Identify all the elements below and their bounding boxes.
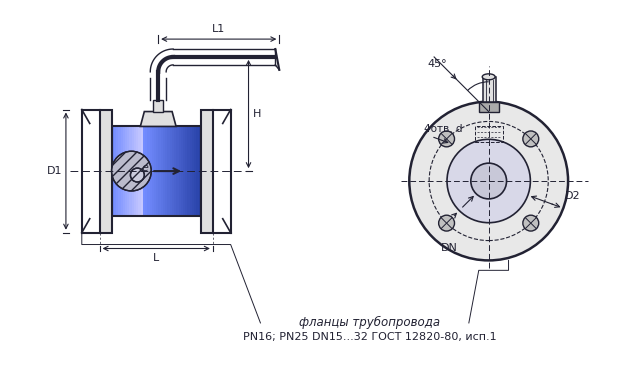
Bar: [112, 126, 114, 216]
Bar: [197, 126, 198, 216]
Ellipse shape: [482, 74, 495, 80]
Bar: [145, 126, 147, 216]
Polygon shape: [140, 112, 176, 126]
Text: 4отв. d: 4отв. d: [424, 124, 463, 134]
Bar: [181, 126, 183, 216]
Circle shape: [112, 151, 152, 191]
Text: e: e: [141, 163, 148, 173]
Circle shape: [471, 163, 507, 199]
Bar: [172, 126, 174, 216]
Bar: [479, 102, 498, 112]
Bar: [116, 126, 119, 216]
Text: DN: DN: [441, 243, 457, 253]
Bar: [179, 126, 181, 216]
Bar: [112, 126, 201, 216]
Circle shape: [439, 131, 455, 147]
Circle shape: [523, 215, 539, 231]
Text: H: H: [252, 109, 261, 119]
Text: L: L: [153, 254, 159, 264]
Text: D1: D1: [46, 166, 62, 176]
Bar: [167, 126, 170, 216]
Bar: [127, 126, 129, 216]
Circle shape: [410, 102, 568, 260]
Text: фланцы трубопровода: фланцы трубопровода: [299, 316, 440, 329]
Bar: [160, 126, 163, 216]
Bar: [143, 126, 145, 216]
Bar: [138, 126, 141, 216]
Bar: [475, 126, 503, 142]
Text: D2: D2: [565, 191, 581, 201]
Bar: [201, 109, 213, 233]
Text: 45°: 45°: [427, 59, 447, 69]
Bar: [163, 126, 165, 216]
Text: PN16; PN25 DN15...32 ГОСТ 12820-80, исп.1: PN16; PN25 DN15...32 ГОСТ 12820-80, исп.…: [243, 332, 496, 342]
Bar: [153, 100, 163, 112]
Bar: [152, 126, 154, 216]
Bar: [125, 126, 127, 216]
Bar: [100, 109, 112, 233]
Bar: [192, 126, 194, 216]
Bar: [154, 126, 156, 216]
Bar: [136, 126, 138, 216]
Circle shape: [131, 168, 145, 182]
Bar: [129, 126, 132, 216]
Bar: [141, 126, 143, 216]
Bar: [156, 126, 158, 216]
Bar: [150, 126, 152, 216]
Bar: [158, 126, 160, 216]
Bar: [120, 126, 123, 216]
Bar: [198, 126, 201, 216]
Bar: [147, 126, 150, 216]
Bar: [176, 126, 179, 216]
Bar: [194, 126, 197, 216]
Bar: [190, 126, 192, 216]
Bar: [174, 126, 176, 216]
Bar: [119, 126, 120, 216]
Bar: [132, 126, 134, 216]
Bar: [185, 126, 188, 216]
Bar: [183, 126, 185, 216]
Bar: [123, 126, 125, 216]
Circle shape: [447, 139, 531, 223]
Bar: [188, 126, 190, 216]
Text: L1: L1: [212, 24, 225, 34]
Bar: [134, 126, 136, 216]
Circle shape: [523, 131, 539, 147]
Circle shape: [439, 215, 455, 231]
Bar: [114, 126, 116, 216]
Bar: [170, 126, 172, 216]
Bar: [482, 77, 496, 102]
Bar: [165, 126, 167, 216]
